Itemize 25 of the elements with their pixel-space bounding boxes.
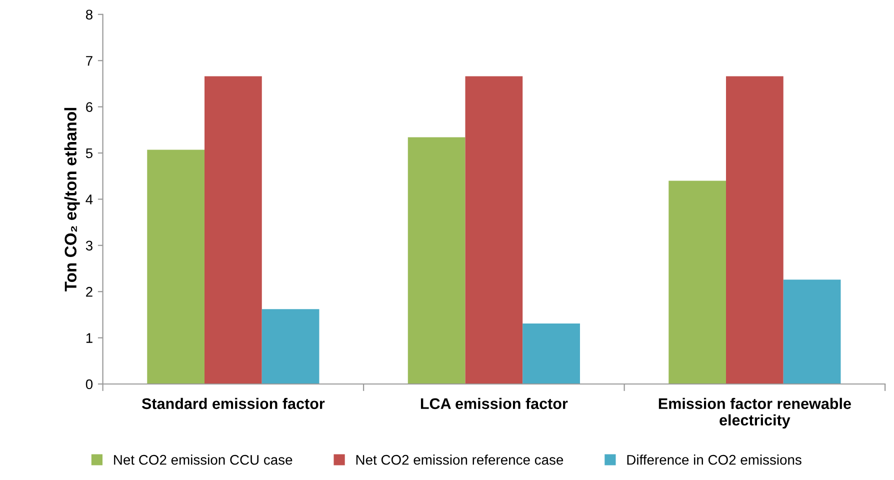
- bar: [668, 180, 726, 384]
- bar: [465, 76, 523, 384]
- y-tick-label: 0: [86, 379, 93, 390]
- bar: [262, 309, 320, 384]
- y-tick-label: 4: [86, 194, 93, 204]
- bar: [783, 280, 841, 384]
- bar: [522, 323, 580, 384]
- y-axis-title: Ton CO₂ eq/ton ethanol: [64, 108, 80, 292]
- legend-label: Difference in CO2 emissions: [627, 454, 802, 465]
- bar: [408, 137, 466, 384]
- y-tick-label: 5: [86, 148, 93, 158]
- y-tick-label: 7: [86, 56, 92, 66]
- x-tick-label: LCA emission factor: [420, 398, 568, 410]
- y-tick-label: 1: [86, 333, 92, 343]
- legend-label: Net CO2 emission CCU case: [114, 454, 292, 465]
- y-tick-label: 6: [86, 102, 92, 112]
- y-tick-label: 2: [86, 286, 92, 297]
- bar: [726, 76, 784, 384]
- bar: [204, 76, 262, 384]
- x-tick-label: Emission factor renewable electricity: [658, 398, 851, 429]
- y-tick-label: 8: [86, 10, 92, 20]
- x-tick-label: Standard emission factor: [142, 398, 325, 410]
- y-tick-label: 3: [86, 240, 92, 251]
- legend-label: Net CO2 emission reference case: [356, 454, 564, 465]
- bar: [147, 150, 205, 384]
